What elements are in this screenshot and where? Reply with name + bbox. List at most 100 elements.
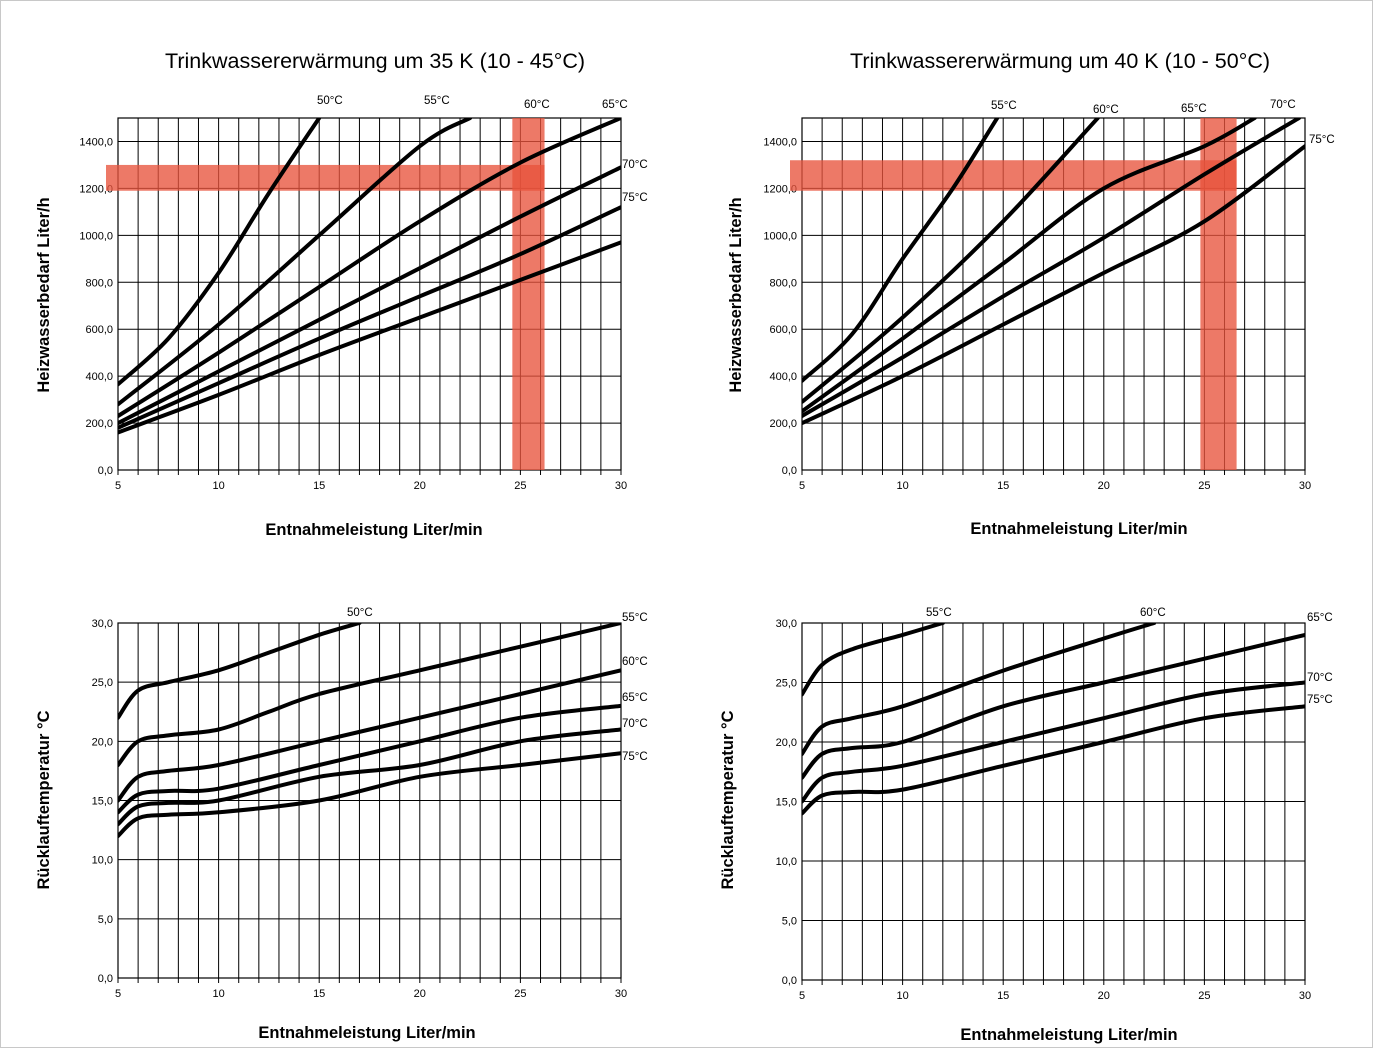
y-tick-label: 1200,0	[79, 183, 113, 195]
series-label: 70°C	[622, 159, 648, 171]
y-tick-label: 25,0	[776, 678, 797, 690]
y-tick-label: 20,0	[92, 736, 113, 748]
series-line-60c	[802, 623, 1157, 756]
series-line-70c	[802, 118, 1301, 418]
series-line-50c	[118, 118, 322, 387]
x-tick-label: 20	[414, 480, 426, 492]
series-label: 60°C	[622, 656, 648, 668]
y-tick-label: 0,0	[98, 465, 113, 477]
series-line-55c	[802, 118, 1000, 383]
x-tick-label: 30	[1299, 480, 1311, 492]
series-line-70c	[118, 727, 621, 827]
y-tick-label: 30,0	[776, 618, 797, 630]
y-tick-label: 1400,0	[79, 136, 113, 148]
x-tick-label: 20	[1098, 990, 1110, 1002]
series-label: 50°C	[317, 95, 343, 107]
y-tick-label: 200,0	[85, 418, 113, 430]
series-line-55c	[118, 118, 473, 407]
series-line-70c	[802, 680, 1305, 804]
series-label: 75°C	[622, 751, 648, 763]
x-tick-label: 15	[997, 480, 1009, 492]
chart-3: 5 10 15 20 25 30 0,0 5,0 10,0 15,0 20,0 25,0 30,0 50°…	[92, 607, 648, 1000]
series-line-70c	[118, 205, 621, 430]
plot-area	[117, 117, 622, 471]
x-tick-label: 15	[997, 990, 1009, 1002]
x-axis-label: Entnahmeleistung Liter/min	[258, 1024, 475, 1042]
chart-2: 5 10 15 20 25 30 0,0 200,0 400,0 600,0 800,0 1000,0…	[763, 99, 1334, 492]
y-tick-label: 800,0	[85, 277, 113, 289]
y-tick-label: 600,0	[769, 324, 797, 336]
series-line-65c	[802, 632, 1305, 780]
series-line-65c	[118, 703, 621, 815]
y-tick-label: 5,0	[98, 914, 113, 926]
series-line-60c	[118, 118, 621, 418]
y-tick-label: 10,0	[776, 856, 797, 868]
highlight-band-vertical	[1200, 118, 1237, 470]
y-tick-label: 10,0	[92, 855, 113, 867]
x-tick-label: 25	[514, 988, 526, 1000]
x-tick-label: 5	[115, 988, 121, 1000]
series-line-75c	[118, 240, 621, 435]
x-tick-label: 10	[212, 480, 224, 492]
x-tick-label: 25	[514, 480, 526, 492]
highlight-band-vertical	[512, 118, 545, 470]
x-axis-label: Entnahmeleistung Liter/min	[970, 520, 1187, 538]
series-line-75c	[118, 751, 621, 838]
series-line-55c	[802, 623, 945, 697]
series-line-75c	[802, 144, 1305, 426]
x-tick-label: 15	[313, 988, 325, 1000]
series-label: 65°C	[602, 99, 628, 111]
series-label: 75°C	[622, 192, 648, 204]
plot-layer: 5 10 15 20 25 300,0200,0400,0600,0800,01000,0…	[79, 95, 1334, 1002]
y-tick-label: 20,0	[776, 737, 797, 749]
series-label: 70°C	[1307, 672, 1333, 684]
y-tick-label: 400,0	[769, 371, 797, 383]
x-tick-label: 20	[1098, 480, 1110, 492]
y-axis-label: Rücklauftemperatur °C	[719, 710, 737, 889]
plot-area	[801, 117, 1306, 471]
series-label: 60°C	[1140, 607, 1166, 619]
x-axis-label: Entnahmeleistung Liter/min	[265, 521, 482, 539]
series-label: 70°C	[1270, 99, 1296, 111]
y-tick-label: 5,0	[782, 916, 797, 928]
series-line-55c	[118, 623, 621, 767]
series-label: 65°C	[1181, 103, 1207, 115]
series-label: 55°C	[424, 95, 450, 107]
y-tick-label: 1200,0	[763, 183, 797, 195]
x-tick-label: 10	[212, 988, 224, 1000]
y-tick-label: 1000,0	[763, 230, 797, 242]
series-label: 55°C	[926, 607, 952, 619]
y-tick-label: 800,0	[769, 277, 797, 289]
x-tick-label: 10	[896, 990, 908, 1002]
series-label: 65°C	[1307, 612, 1333, 624]
y-tick-label: 0,0	[782, 975, 797, 987]
y-tick-label: 1400,0	[763, 136, 797, 148]
x-tick-label: 15	[313, 480, 325, 492]
series-label: 55°C	[991, 100, 1017, 112]
x-tick-label: 30	[615, 988, 627, 1000]
y-tick-label: 15,0	[92, 796, 113, 808]
x-tick-label: 30	[615, 480, 627, 492]
x-tick-label: 5	[799, 480, 805, 492]
x-axis-label: Entnahmeleistung Liter/min	[960, 1026, 1177, 1044]
y-axis-label: Heizwasserbedarf Liter/h	[35, 197, 53, 392]
chart-title: Trinkwassererwärmung um 40 K (10 - 50°C)	[850, 49, 1270, 73]
series-label: 70°C	[622, 718, 648, 730]
series-line-65c	[118, 165, 621, 426]
x-tick-label: 25	[1198, 990, 1210, 1002]
series-line-50c	[118, 623, 362, 720]
series-label: 75°C	[1307, 694, 1333, 706]
x-tick-label: 25	[1198, 480, 1210, 492]
series-line-65c	[802, 118, 1257, 414]
x-tick-label: 30	[1299, 990, 1311, 1002]
highlight-band-horizontal	[106, 164, 545, 191]
x-tick-label: 10	[896, 480, 908, 492]
series-label: 65°C	[622, 692, 648, 704]
y-tick-label: 200,0	[769, 418, 797, 430]
y-tick-label: 400,0	[85, 371, 113, 383]
series-label: 75°C	[1309, 134, 1335, 146]
series-line-75c	[802, 704, 1305, 816]
chart-1: 5 10 15 20 25 30 0,0 200,0 400,0 600,0 800,0 1000,0…	[79, 95, 647, 492]
series-line-60c	[802, 118, 1100, 404]
y-tick-label: 0,0	[98, 973, 113, 985]
